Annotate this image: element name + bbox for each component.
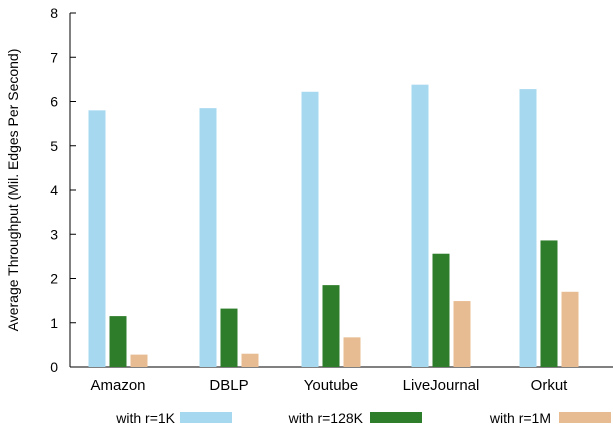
legend-swatch <box>370 412 422 423</box>
y-tick-label: 5 <box>50 138 58 154</box>
x-tick-label: Amazon <box>90 377 145 394</box>
legend-label: with r=1K <box>115 410 175 426</box>
y-axis-title: Average Throughput (Mil. Edges Per Secon… <box>5 49 21 332</box>
bar-amazon-series-2 <box>109 316 127 367</box>
bar-livejournal-series-3 <box>453 301 471 367</box>
bar-orkut-series-1 <box>519 89 537 368</box>
x-tick-label: Orkut <box>531 377 569 394</box>
y-tick-labels: 0 1 2 3 4 5 6 7 8 <box>50 5 58 375</box>
bar-livejournal-series-2 <box>432 253 450 367</box>
legend-swatch <box>180 412 232 423</box>
bar-livejournal-series-1 <box>411 84 429 367</box>
bar-youtube-series-1 <box>301 91 319 367</box>
bar-orkut-series-3 <box>561 291 579 367</box>
x-tick-label: Youtube <box>304 377 359 394</box>
legend-label: with r=128K <box>288 410 364 426</box>
y-tick-label: 3 <box>50 226 58 242</box>
bar-youtube-series-2 <box>322 285 340 367</box>
y-tick-label: 0 <box>50 359 58 375</box>
bar-orkut-series-2 <box>540 240 558 367</box>
bar-dblp-series-3 <box>241 353 259 367</box>
legend-swatch <box>559 412 611 423</box>
y-tick-label: 7 <box>50 49 58 65</box>
chart-legend: with r=1K with r=128K with r=1M <box>115 410 611 426</box>
bar-amazon-series-1 <box>88 110 106 367</box>
x-tick-label: LiveJournal <box>403 377 480 394</box>
bar-amazon-series-3 <box>130 354 148 367</box>
y-tick-label: 1 <box>50 315 58 331</box>
y-tick-label: 8 <box>50 5 58 21</box>
chart-bars <box>88 84 579 368</box>
y-tick-label: 2 <box>50 271 58 287</box>
legend-label: with r=1M <box>489 410 551 426</box>
bar-dblp-series-2 <box>220 308 238 367</box>
x-tick-labels: Amazon DBLP Youtube LiveJournal Orkut <box>90 377 568 394</box>
y-tick-label: 4 <box>50 182 58 198</box>
x-tick-label: DBLP <box>209 377 248 394</box>
y-tick-label: 6 <box>50 94 58 110</box>
bar-youtube-series-3 <box>343 337 361 367</box>
bar-dblp-series-1 <box>199 108 217 367</box>
